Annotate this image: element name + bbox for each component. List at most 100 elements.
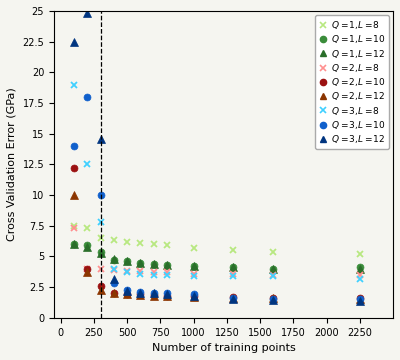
$Q$ =3,$L$ =10 (112, 281, 116, 285)
$Q$ =1,$L$ =8 (165, 243, 170, 248)
$Q$ =3,$L$ =8 (98, 220, 103, 224)
$Q$ =1,$L$ =10 (125, 259, 130, 264)
$Q$ =3,$L$ =10 (165, 291, 170, 296)
$Q$ =1,$L$ =12 (191, 264, 196, 269)
$Q$ =2,$L$ =10 (165, 293, 170, 298)
$Q$ =1,$L$ =10 (72, 242, 76, 246)
$Q$ =1,$L$ =10 (231, 265, 236, 270)
$Q$ =2,$L$ =10 (98, 284, 103, 288)
$Q$ =2,$L$ =10 (191, 294, 196, 298)
Line: $Q$ =1,$L$ =12: $Q$ =1,$L$ =12 (70, 240, 364, 273)
$Q$ =1,$L$ =10 (85, 243, 90, 248)
$Q$ =2,$L$ =12 (271, 296, 276, 300)
$Q$ =2,$L$ =8 (231, 272, 236, 276)
$Q$ =3,$L$ =8 (72, 82, 76, 87)
$Q$ =1,$L$ =12 (85, 244, 90, 249)
$Q$ =3,$L$ =10 (72, 144, 76, 148)
$Q$ =3,$L$ =10 (138, 290, 143, 294)
$Q$ =1,$L$ =8 (151, 242, 156, 246)
Y-axis label: Cross Validation Error (GPa): Cross Validation Error (GPa) (7, 87, 17, 241)
$Q$ =3,$L$ =12 (271, 298, 276, 302)
$Q$ =1,$L$ =8 (231, 248, 236, 252)
$Q$ =2,$L$ =12 (112, 291, 116, 296)
$Q$ =3,$L$ =8 (125, 270, 130, 275)
$Q$ =1,$L$ =12 (72, 242, 76, 246)
$Q$ =2,$L$ =8 (358, 273, 362, 278)
$Q$ =2,$L$ =12 (72, 193, 76, 197)
$Q$ =2,$L$ =10 (151, 293, 156, 297)
$Q$ =1,$L$ =10 (112, 258, 116, 262)
$Q$ =2,$L$ =12 (191, 295, 196, 299)
X-axis label: Number of training points: Number of training points (152, 343, 295, 353)
$Q$ =3,$L$ =8 (151, 273, 156, 277)
$Q$ =1,$L$ =10 (271, 266, 276, 271)
Line: $Q$ =1,$L$ =8: $Q$ =1,$L$ =8 (70, 222, 363, 257)
$Q$ =3,$L$ =10 (191, 292, 196, 297)
$Q$ =3,$L$ =8 (358, 276, 362, 281)
$Q$ =3,$L$ =8 (112, 266, 116, 271)
$Q$ =3,$L$ =12 (125, 289, 130, 293)
$Q$ =3,$L$ =10 (98, 193, 103, 197)
$Q$ =3,$L$ =10 (151, 291, 156, 296)
$Q$ =2,$L$ =10 (125, 292, 130, 297)
$Q$ =2,$L$ =10 (112, 291, 116, 296)
$Q$ =2,$L$ =8 (138, 269, 143, 273)
$Q$ =3,$L$ =12 (151, 291, 156, 296)
$Q$ =1,$L$ =12 (358, 266, 362, 271)
$Q$ =2,$L$ =8 (85, 266, 90, 271)
$Q$ =3,$L$ =10 (231, 296, 236, 300)
$Q$ =3,$L$ =12 (231, 297, 236, 302)
$Q$ =1,$L$ =8 (358, 252, 362, 256)
Line: $Q$ =3,$L$ =10: $Q$ =3,$L$ =10 (70, 93, 363, 303)
$Q$ =1,$L$ =8 (138, 241, 143, 245)
$Q$ =1,$L$ =12 (151, 262, 156, 266)
$Q$ =3,$L$ =8 (271, 274, 276, 278)
$Q$ =1,$L$ =12 (125, 259, 130, 264)
$Q$ =1,$L$ =10 (98, 249, 103, 254)
Line: $Q$ =2,$L$ =12: $Q$ =2,$L$ =12 (70, 191, 364, 303)
Line: $Q$ =1,$L$ =10: $Q$ =1,$L$ =10 (70, 241, 363, 272)
Line: $Q$ =3,$L$ =12: $Q$ =3,$L$ =12 (70, 9, 364, 305)
$Q$ =3,$L$ =8 (191, 274, 196, 278)
Line: $Q$ =3,$L$ =8: $Q$ =3,$L$ =8 (70, 81, 363, 282)
$Q$ =1,$L$ =10 (191, 264, 196, 269)
$Q$ =2,$L$ =8 (151, 270, 156, 275)
Legend: $Q$ =1,$L$ =8, $Q$ =1,$L$ =10, $Q$ =1,$L$ =12, $Q$ =2,$L$ =8, $Q$ =2,$L$ =10, $Q: $Q$ =1,$L$ =8, $Q$ =1,$L$ =10, $Q$ =1,$L… (315, 15, 388, 149)
$Q$ =3,$L$ =12 (112, 276, 116, 281)
Line: $Q$ =2,$L$ =10: $Q$ =2,$L$ =10 (70, 165, 363, 302)
$Q$ =2,$L$ =12 (85, 270, 90, 275)
$Q$ =1,$L$ =12 (231, 265, 236, 270)
$Q$ =1,$L$ =12 (165, 263, 170, 267)
$Q$ =1,$L$ =10 (138, 260, 143, 265)
$Q$ =3,$L$ =8 (165, 273, 170, 277)
$Q$ =2,$L$ =12 (165, 294, 170, 298)
$Q$ =2,$L$ =12 (151, 293, 156, 298)
$Q$ =3,$L$ =10 (125, 287, 130, 292)
$Q$ =1,$L$ =8 (271, 249, 276, 254)
$Q$ =2,$L$ =12 (231, 295, 236, 300)
$Q$ =1,$L$ =12 (98, 251, 103, 255)
$Q$ =3,$L$ =10 (358, 297, 362, 302)
$Q$ =3,$L$ =10 (85, 95, 90, 99)
$Q$ =1,$L$ =12 (271, 266, 276, 271)
$Q$ =3,$L$ =12 (72, 40, 76, 44)
$Q$ =2,$L$ =10 (231, 295, 236, 299)
Line: $Q$ =2,$L$ =8: $Q$ =2,$L$ =8 (70, 225, 363, 279)
$Q$ =3,$L$ =8 (138, 271, 143, 276)
$Q$ =2,$L$ =8 (98, 266, 103, 271)
$Q$ =1,$L$ =10 (165, 263, 170, 267)
$Q$ =2,$L$ =12 (358, 297, 362, 301)
$Q$ =2,$L$ =10 (138, 292, 143, 297)
$Q$ =1,$L$ =8 (72, 224, 76, 228)
$Q$ =1,$L$ =8 (125, 239, 130, 244)
$Q$ =1,$L$ =8 (98, 236, 103, 240)
$Q$ =1,$L$ =8 (85, 226, 90, 230)
$Q$ =2,$L$ =8 (72, 226, 76, 230)
$Q$ =3,$L$ =12 (358, 298, 362, 303)
$Q$ =1,$L$ =10 (151, 262, 156, 266)
$Q$ =3,$L$ =12 (85, 11, 90, 15)
$Q$ =2,$L$ =10 (72, 166, 76, 170)
$Q$ =1,$L$ =8 (191, 246, 196, 250)
$Q$ =3,$L$ =12 (98, 136, 103, 141)
$Q$ =1,$L$ =12 (112, 257, 116, 261)
